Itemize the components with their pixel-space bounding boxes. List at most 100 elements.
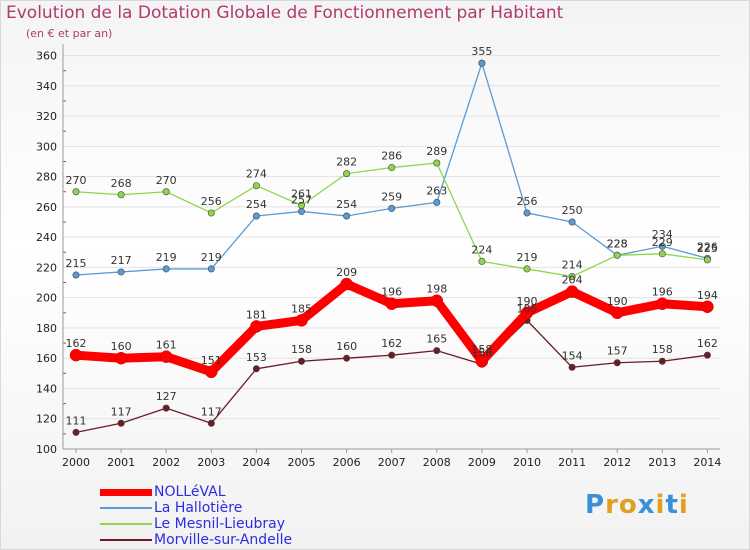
data-point [118,420,124,426]
data-point [656,298,668,310]
data-point [298,358,304,364]
data-label: 224 [471,243,492,256]
data-label: 263 [426,184,447,197]
data-label: 259 [381,190,402,203]
x-tick-label: 2005 [288,456,316,469]
data-label: 196 [381,286,402,299]
x-tick-label: 2012 [603,456,631,469]
legend-label: NOLLéVAL [154,484,226,500]
data-point [343,213,349,219]
data-label: 156 [471,346,492,359]
data-point [343,355,349,361]
data-label: 161 [156,339,177,352]
data-label: 217 [111,254,132,267]
y-tick-label: 280 [36,171,57,184]
data-label: 185 [517,302,538,315]
data-label: 162 [66,337,87,350]
data-point [659,251,665,257]
legend-swatch-le-mesnil-lieubray [100,523,152,525]
data-point [163,189,169,195]
data-point [253,366,259,372]
x-tick-label: 2002 [152,456,180,469]
y-tick-label: 180 [36,322,57,335]
data-label: 185 [291,302,312,315]
data-label: 219 [517,251,538,264]
data-point [160,351,172,363]
data-point [115,352,127,364]
x-tick-label: 2004 [242,456,270,469]
data-label: 261 [291,187,312,200]
data-point [343,170,349,176]
line-chart: 1001201401601802002202402602803003203403… [0,0,750,550]
x-tick-label: 2013 [648,456,676,469]
data-point [73,189,79,195]
x-tick-label: 2000 [62,456,90,469]
data-label: 162 [381,337,402,350]
logo-letter: t [665,490,678,520]
data-label: 154 [562,349,583,362]
data-point [73,272,79,278]
logo-letter: i [679,490,689,520]
data-point [614,252,620,258]
data-label: 117 [201,405,222,418]
proxiti-logo: Proxiti [585,490,689,520]
x-tick-label: 2003 [197,456,225,469]
y-tick-label: 320 [36,110,57,123]
x-tick-label: 2008 [423,456,451,469]
data-point [163,266,169,272]
data-point [341,278,353,290]
data-point [659,358,665,364]
data-label: 219 [201,251,222,264]
data-point [389,352,395,358]
data-point [253,183,259,189]
data-point [479,258,485,264]
data-label: 198 [426,283,447,296]
logo-letter: r [605,490,619,520]
y-tick-label: 160 [36,352,57,365]
data-label: 229 [652,236,673,249]
data-label: 268 [111,177,132,190]
data-point [389,164,395,170]
data-point [569,219,575,225]
data-label: 225 [697,242,718,255]
data-label: 219 [156,251,177,264]
data-label: 209 [336,266,357,279]
y-tick-label: 340 [36,80,57,93]
data-label: 270 [156,174,177,187]
legend-swatch-nolleval [100,489,152,496]
data-point [389,205,395,211]
y-tick-label: 240 [36,231,57,244]
x-tick-label: 2006 [333,456,361,469]
legend-label: La Hallotière [154,500,242,516]
data-label: 289 [426,145,447,158]
x-tick-label: 2011 [558,456,586,469]
logo-letter: i [656,490,666,520]
data-label: 256 [517,195,538,208]
x-tick-label: 2001 [107,456,135,469]
x-tick-label: 2007 [378,456,406,469]
data-point [205,366,217,378]
data-point [253,213,259,219]
y-tick-label: 360 [36,50,57,63]
logo-letter: o [619,490,638,520]
data-label: 355 [471,45,492,58]
data-point [163,405,169,411]
data-label: 158 [652,343,673,356]
data-label: 127 [156,390,177,403]
data-point [250,320,262,332]
data-point [479,60,485,66]
data-label: 190 [607,295,628,308]
y-tick-label: 220 [36,261,57,274]
legend-label: Le Mesnil-Lieubray [154,516,285,532]
data-point [524,210,530,216]
legend-swatch-la-hallotiere [100,507,152,509]
y-tick-label: 100 [36,443,57,456]
data-point [434,160,440,166]
data-point [524,266,530,272]
data-label: 254 [336,198,357,211]
data-label: 254 [246,198,267,211]
data-point [386,298,398,310]
data-label: 274 [246,168,267,181]
x-tick-label: 2009 [468,456,496,469]
y-tick-label: 300 [36,140,57,153]
